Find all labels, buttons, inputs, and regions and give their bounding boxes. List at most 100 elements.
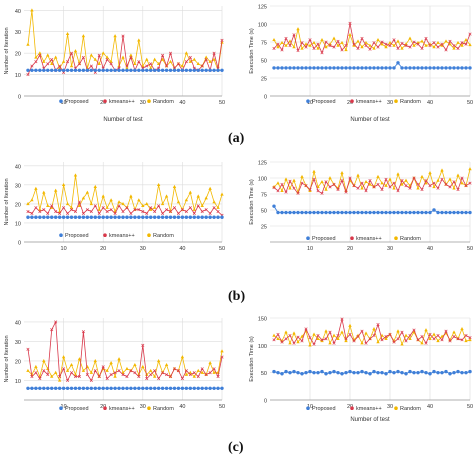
data-point-kmeans bbox=[336, 187, 340, 192]
data-point-proposed bbox=[172, 215, 177, 219]
data-point-kmeans bbox=[42, 208, 46, 212]
data-point-proposed bbox=[340, 66, 344, 70]
series-line-random bbox=[27, 9, 223, 71]
data-point-proposed bbox=[149, 215, 153, 219]
series-line-random bbox=[273, 168, 471, 193]
data-point-proposed bbox=[149, 68, 153, 72]
data-point-random bbox=[81, 368, 86, 372]
data-point-proposed bbox=[444, 66, 448, 70]
data-point-proposed bbox=[424, 66, 428, 70]
data-point-proposed bbox=[208, 68, 212, 72]
legend-label-kmeans: kmeans++ bbox=[356, 406, 382, 412]
data-point-kmeans bbox=[420, 335, 424, 339]
data-point-proposed bbox=[117, 68, 121, 72]
data-point-random bbox=[121, 55, 125, 59]
data-point-proposed bbox=[117, 215, 121, 219]
data-point-proposed bbox=[468, 66, 472, 70]
data-point-kmeans bbox=[288, 179, 292, 183]
chart-3: 0 10 20 30 40 10 20 30 40 50 Number of Iteration Pr… bbox=[4, 162, 225, 252]
data-point-kmeans bbox=[296, 335, 300, 339]
y-tick-label: 125 bbox=[258, 5, 267, 11]
data-point-proposed bbox=[216, 68, 220, 72]
data-point-proposed bbox=[113, 68, 117, 72]
data-point-kmeans bbox=[105, 58, 109, 62]
data-point-proposed bbox=[129, 386, 133, 390]
data-point-proposed bbox=[81, 215, 86, 219]
data-point-kmeans bbox=[420, 187, 424, 192]
y-tick-label: 10 bbox=[15, 73, 21, 79]
data-point-kmeans bbox=[444, 48, 448, 52]
data-point-kmeans bbox=[73, 209, 78, 214]
data-point-random bbox=[340, 40, 344, 44]
data-point-random bbox=[372, 327, 376, 331]
data-point-proposed bbox=[320, 66, 324, 70]
data-point-kmeans bbox=[137, 208, 141, 212]
data-point-random bbox=[216, 205, 220, 209]
data-point-proposed bbox=[152, 215, 157, 219]
data-point-kmeans bbox=[165, 373, 169, 377]
data-point-proposed bbox=[192, 68, 196, 72]
data-point-proposed bbox=[452, 66, 456, 70]
data-point-kmeans bbox=[121, 209, 125, 214]
data-point-random bbox=[30, 8, 34, 12]
data-point-kmeans bbox=[133, 208, 137, 212]
data-point-random bbox=[284, 43, 288, 47]
data-point-random bbox=[204, 55, 208, 59]
data-point-proposed bbox=[388, 66, 392, 70]
data-point-random bbox=[109, 198, 113, 202]
data-point-proposed bbox=[53, 386, 58, 390]
data-point-random bbox=[284, 330, 288, 334]
data-point-random bbox=[392, 186, 396, 190]
data-point-kmeans bbox=[288, 44, 292, 48]
data-point-kmeans bbox=[396, 337, 400, 341]
data-point-proposed bbox=[316, 370, 320, 375]
data-point-kmeans bbox=[448, 339, 452, 343]
data-point-proposed bbox=[220, 215, 224, 219]
data-point-random bbox=[220, 349, 224, 353]
legend-marker-random bbox=[147, 99, 151, 103]
legend: Proposed kmeans++ Random bbox=[306, 99, 421, 105]
data-point-proposed bbox=[200, 386, 204, 390]
data-point-random bbox=[38, 51, 42, 55]
data-point-kmeans bbox=[316, 189, 320, 193]
data-point-random bbox=[196, 61, 200, 66]
data-point-kmeans bbox=[344, 190, 348, 194]
data-point-random bbox=[129, 53, 133, 57]
data-point-kmeans bbox=[312, 342, 316, 346]
data-point-proposed bbox=[404, 210, 408, 215]
data-point-random bbox=[424, 181, 428, 185]
data-point-kmeans bbox=[34, 206, 38, 210]
data-point-proposed bbox=[336, 66, 340, 70]
data-point-random bbox=[188, 59, 193, 63]
data-point-proposed bbox=[288, 66, 292, 70]
data-point-kmeans bbox=[117, 204, 121, 208]
x-tick-label: 30 bbox=[387, 246, 393, 252]
data-point-random bbox=[380, 181, 384, 185]
data-point-proposed bbox=[57, 215, 62, 219]
data-point-kmeans bbox=[161, 211, 165, 215]
legend-label-proposed: Proposed bbox=[312, 236, 336, 242]
data-point-random bbox=[288, 39, 292, 43]
data-point-kmeans bbox=[348, 176, 352, 180]
data-point-kmeans bbox=[93, 204, 97, 208]
data-point-kmeans bbox=[380, 338, 384, 342]
data-point-proposed bbox=[57, 68, 62, 72]
data-point-proposed bbox=[384, 66, 388, 70]
data-point-random bbox=[292, 45, 296, 49]
data-point-kmeans bbox=[292, 341, 296, 345]
data-point-random bbox=[46, 366, 50, 370]
data-point-random bbox=[360, 341, 364, 345]
data-point-proposed bbox=[400, 210, 404, 215]
data-point-kmeans bbox=[340, 48, 344, 52]
data-point-random bbox=[292, 178, 296, 182]
data-point-kmeans bbox=[85, 208, 89, 212]
data-point-proposed bbox=[61, 386, 66, 390]
data-point-random bbox=[26, 202, 30, 206]
legend-marker-random bbox=[147, 406, 151, 411]
data-point-kmeans bbox=[348, 332, 352, 336]
data-point-kmeans bbox=[54, 320, 58, 324]
legend: Proposed kmeans++ Random bbox=[306, 406, 421, 412]
data-point-proposed bbox=[460, 210, 464, 215]
data-point-random bbox=[424, 43, 428, 47]
data-point-random bbox=[296, 340, 300, 344]
